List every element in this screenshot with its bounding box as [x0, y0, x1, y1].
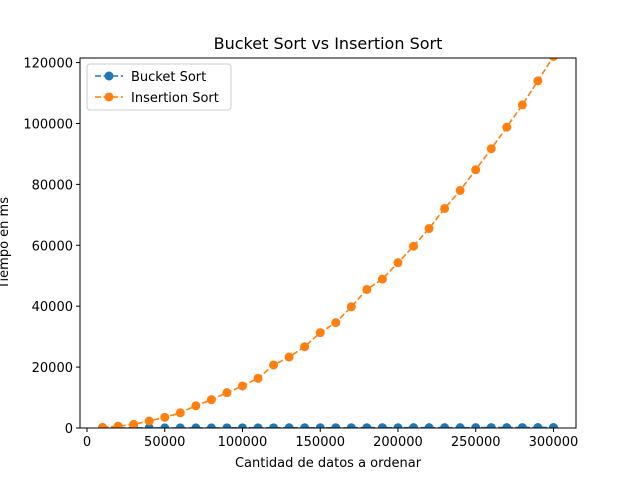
data-point-bucket-sort	[269, 423, 279, 428]
legend-label-insertion-sort: Insertion Sort	[131, 91, 219, 106]
data-point-bucket-sort	[548, 423, 558, 428]
data-point-insertion-sort	[237, 381, 247, 391]
chart-title: Bucket Sort vs Insertion Sort	[214, 34, 443, 53]
data-point-insertion-sort	[440, 203, 450, 213]
data-point-bucket-sort	[533, 423, 543, 428]
data-point-insertion-sort	[331, 318, 341, 328]
data-point-insertion-sort	[486, 144, 496, 154]
y-tick-label: 60000	[32, 239, 73, 254]
data-point-bucket-sort	[362, 423, 372, 428]
x-tick-label: 250000	[451, 435, 501, 450]
data-point-bucket-sort	[237, 423, 247, 428]
data-point-insertion-sort	[191, 401, 201, 411]
series-line-insertion-sort	[102, 58, 554, 428]
x-tick-label: 100000	[218, 435, 268, 450]
data-point-insertion-sort	[346, 302, 356, 312]
axes-frame	[79, 57, 577, 429]
x-axis-label: Cantidad de datos a ordenar	[235, 456, 422, 471]
data-point-insertion-sort	[284, 352, 294, 362]
data-point-insertion-sort	[517, 100, 527, 110]
data-point-insertion-sort	[98, 422, 108, 428]
data-point-insertion-sort	[362, 284, 372, 294]
data-point-insertion-sort	[424, 224, 434, 234]
data-point-insertion-sort	[533, 76, 543, 86]
x-tick-label: 50000	[144, 435, 185, 450]
data-point-bucket-sort	[253, 423, 263, 428]
legend-marker-bucket-sort	[104, 71, 114, 81]
y-tick-label: 100000	[23, 117, 73, 132]
y-tick-label: 0	[65, 422, 73, 437]
y-tick-label: 20000	[32, 361, 73, 376]
legend-marker-insertion-sort	[104, 92, 114, 102]
data-point-bucket-sort	[440, 423, 450, 428]
data-point-bucket-sort	[160, 423, 170, 428]
data-point-insertion-sort	[315, 328, 325, 338]
y-tick-label: 120000	[23, 57, 73, 72]
data-point-bucket-sort	[331, 423, 341, 428]
legend-label-bucket-sort: Bucket Sort	[131, 70, 206, 85]
x-tick-label: 150000	[295, 435, 345, 450]
data-point-insertion-sort	[455, 185, 465, 195]
data-point-bucket-sort	[315, 423, 325, 428]
data-point-bucket-sort	[502, 423, 512, 428]
data-point-bucket-sort	[486, 423, 496, 428]
data-point-bucket-sort	[517, 423, 527, 428]
x-tick-label: 300000	[529, 435, 579, 450]
data-point-bucket-sort	[346, 423, 356, 428]
data-point-insertion-sort	[471, 165, 481, 175]
data-point-bucket-sort	[222, 423, 232, 428]
data-point-bucket-sort	[424, 423, 434, 428]
data-point-insertion-sort	[549, 58, 558, 61]
data-point-insertion-sort	[393, 258, 403, 268]
data-point-insertion-sort	[409, 241, 419, 251]
data-point-bucket-sort	[284, 423, 294, 428]
data-point-insertion-sort	[377, 274, 387, 284]
y-tick-label: 80000	[32, 178, 73, 193]
data-point-insertion-sort	[206, 395, 216, 405]
legend: Bucket Sort Insertion Sort	[86, 63, 232, 111]
data-point-bucket-sort	[300, 423, 310, 428]
data-point-insertion-sort	[144, 416, 154, 426]
data-point-insertion-sort	[222, 388, 232, 398]
data-point-insertion-sort	[113, 421, 123, 428]
y-axis-label: Tiempo en ms	[0, 197, 12, 290]
data-point-bucket-sort	[191, 423, 201, 428]
data-point-insertion-sort	[175, 408, 185, 418]
data-point-bucket-sort	[409, 423, 419, 428]
y-tick-label: 40000	[32, 300, 73, 315]
data-point-insertion-sort	[300, 342, 310, 352]
data-point-bucket-sort	[206, 423, 216, 428]
data-point-insertion-sort	[253, 373, 263, 383]
x-tick-label: 200000	[373, 435, 423, 450]
x-tick-label: 0	[83, 435, 91, 450]
data-point-bucket-sort	[175, 423, 185, 428]
data-point-bucket-sort	[393, 423, 403, 428]
data-point-bucket-sort	[471, 423, 481, 428]
data-point-insertion-sort	[502, 122, 512, 132]
axes: 0 50000 100000 150000 200000 250000 300000 0 200…	[23, 57, 578, 450]
data-point-insertion-sort	[129, 419, 139, 428]
data-point-insertion-sort	[269, 360, 279, 370]
data-point-insertion-sort	[160, 412, 170, 422]
data-point-bucket-sort	[377, 423, 387, 428]
data-point-bucket-sort	[455, 423, 465, 428]
